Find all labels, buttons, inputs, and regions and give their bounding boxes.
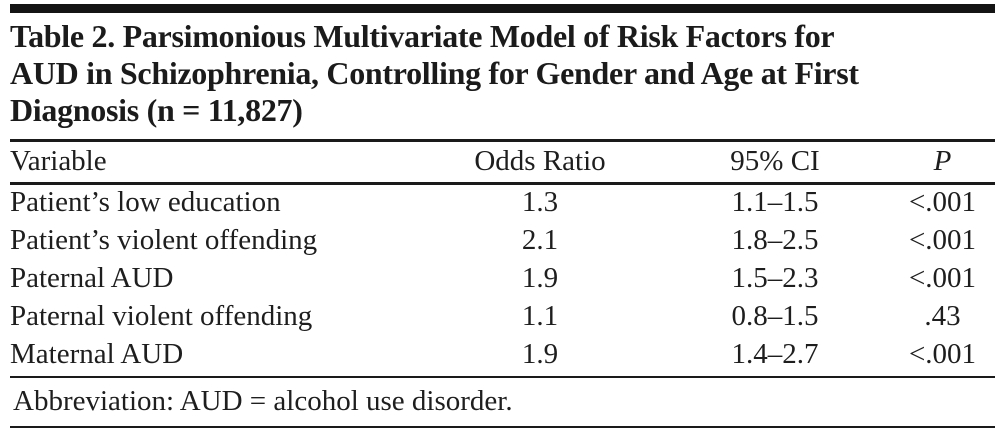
table-figure: Table 2. Parsimonious Multivariate Model… bbox=[0, 4, 1007, 428]
cell-95ci: 1.5–2.3 bbox=[731, 261, 819, 294]
cell-odds-ratio: 1.3 bbox=[521, 186, 559, 219]
abbreviation-footnote: Abbreviation: AUD = alcohol use disorder… bbox=[13, 385, 513, 417]
cell-p-value: .43 bbox=[924, 299, 961, 332]
table-title: Table 2. Parsimonious Multivariate Model… bbox=[10, 18, 995, 129]
title-divider-rule bbox=[10, 139, 995, 142]
column-header-p-value: P bbox=[890, 142, 995, 185]
cell-variable: Maternal AUD bbox=[10, 337, 184, 370]
cell-95ci: 1.1–1.5 bbox=[731, 186, 819, 219]
table-row: Maternal AUD 1.9 1.4–2.7 <.001 bbox=[10, 335, 995, 373]
cell-odds-ratio: 2.1 bbox=[521, 223, 559, 256]
table-row: Patient’s violent offending 2.1 1.8–2.5 … bbox=[10, 221, 995, 259]
table-row: Paternal violent offending 1.1 0.8–1.5 .… bbox=[10, 297, 995, 335]
cell-odds-ratio: 1.1 bbox=[521, 299, 559, 332]
risk-factors-table: Variable Odds Ratio 95% CI P Patient’s l… bbox=[10, 142, 995, 373]
title-line-3: Diagnosis (n = 11,827) bbox=[10, 92, 303, 128]
body-footnote-divider-rule bbox=[10, 376, 995, 378]
cell-odds-ratio: 1.9 bbox=[521, 261, 559, 294]
top-rule bbox=[10, 4, 995, 13]
cell-95ci: 1.4–2.7 bbox=[731, 337, 819, 370]
title-line-1: Table 2. Parsimonious Multivariate Model… bbox=[10, 18, 835, 54]
column-header-odds-ratio: Odds Ratio bbox=[420, 142, 660, 185]
cell-variable: Paternal violent offending bbox=[10, 299, 313, 332]
table-row: Patient’s low education 1.3 1.1–1.5 <.00… bbox=[10, 183, 995, 221]
cell-p-value: <.001 bbox=[908, 337, 977, 370]
cell-p-value: <.001 bbox=[908, 261, 977, 294]
cell-variable: Patient’s violent offending bbox=[10, 223, 318, 256]
table-row: Paternal AUD 1.9 1.5–2.3 <.001 bbox=[10, 259, 995, 297]
cell-p-value: <.001 bbox=[908, 186, 977, 219]
title-line-2: AUD in Schizophrenia, Controlling for Ge… bbox=[10, 55, 859, 91]
cell-odds-ratio: 1.9 bbox=[521, 337, 559, 370]
cell-95ci: 1.8–2.5 bbox=[731, 223, 819, 256]
table-header-row: Variable Odds Ratio 95% CI P bbox=[10, 142, 995, 185]
column-header-95ci: 95% CI bbox=[660, 142, 890, 185]
bottom-rule bbox=[10, 426, 995, 428]
column-header-variable: Variable bbox=[10, 142, 420, 185]
cell-variable: Patient’s low education bbox=[10, 186, 281, 219]
cell-95ci: 0.8–1.5 bbox=[731, 299, 819, 332]
cell-p-value: <.001 bbox=[908, 223, 977, 256]
cell-variable: Paternal AUD bbox=[10, 261, 174, 294]
